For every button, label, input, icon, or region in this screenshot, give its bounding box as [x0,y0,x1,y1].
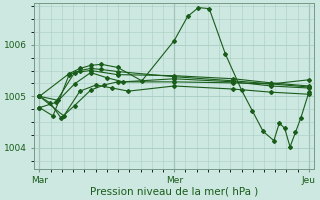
X-axis label: Pression niveau de la mer( hPa ): Pression niveau de la mer( hPa ) [90,187,258,197]
